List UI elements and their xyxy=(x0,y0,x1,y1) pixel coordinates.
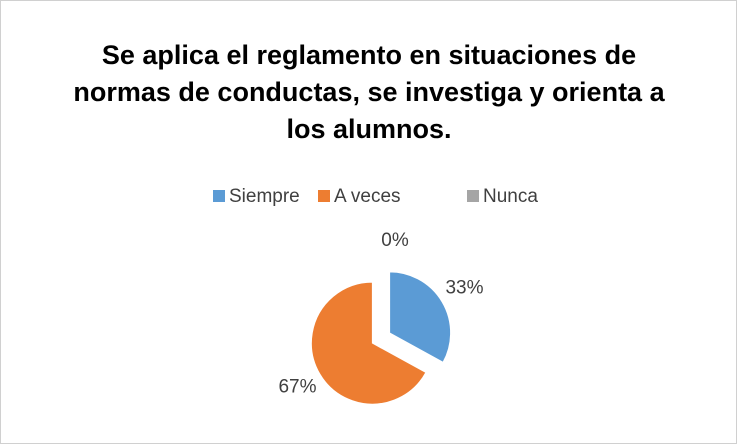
legend-swatch xyxy=(467,190,479,202)
pie-slice xyxy=(389,271,452,363)
pie-slice xyxy=(310,281,427,405)
legend-swatch xyxy=(213,190,225,202)
legend-swatch xyxy=(318,190,330,202)
legend-label: Nunca xyxy=(483,186,538,207)
chart-title: Se aplica el reglamento en situaciones d… xyxy=(73,40,665,144)
legend-label: A veces xyxy=(334,186,401,207)
legend-label: Siempre xyxy=(229,186,300,207)
data-label: 67% xyxy=(278,376,316,397)
data-label: 0% xyxy=(381,230,409,251)
data-label: 33% xyxy=(445,278,483,299)
